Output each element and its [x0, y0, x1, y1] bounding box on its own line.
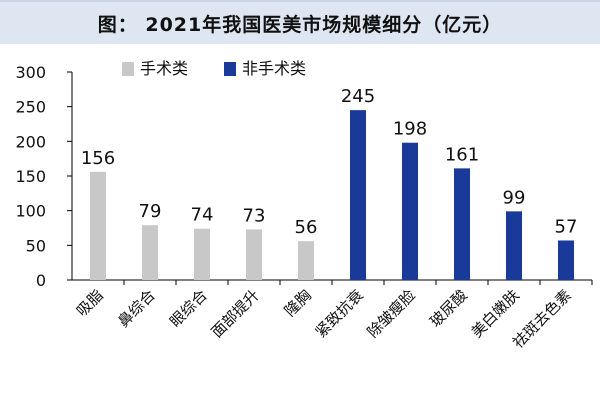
chart-area: 0 50 100 150 200 250 300 156 吸脂 79 鼻综合 74 眼综合 73 面部提升 5…	[0, 44, 600, 400]
legend-label-non-surgical: 非手术类	[242, 59, 306, 78]
legend-swatch-surgical	[122, 62, 134, 76]
y-tick-label: 150	[15, 167, 46, 186]
category-label: 吸脂	[73, 286, 107, 320]
category-label: 眼综合	[166, 286, 211, 331]
data-label: 56	[295, 217, 318, 238]
data-label: 99	[503, 187, 526, 208]
data-label: 74	[191, 205, 214, 226]
category-label: 面部提升	[208, 286, 263, 341]
data-label: 198	[393, 119, 427, 140]
bar-surgical	[90, 171, 106, 280]
data-label: 57	[555, 216, 578, 237]
legend-label-surgical: 手术类	[140, 59, 188, 78]
y-tick-label: 50	[26, 236, 46, 255]
bar-non-surgical	[558, 240, 574, 280]
bar-surgical	[142, 225, 158, 280]
bar-non-surgical	[506, 211, 522, 280]
y-tick-label: 100	[15, 202, 46, 221]
bar-non-surgical	[350, 110, 366, 280]
chart-title: 图： 2021年我国医美市场规模细分（亿元）	[0, 0, 600, 44]
bar-surgical	[298, 241, 314, 280]
data-label: 156	[81, 148, 115, 169]
bar-chart: 0 50 100 150 200 250 300 156 吸脂 79 鼻综合 74 眼综合 73 面部提升 5…	[15, 59, 593, 352]
bar-surgical	[194, 228, 210, 280]
y-tick-label: 300	[15, 63, 46, 82]
y-tick-label: 0	[36, 271, 46, 290]
data-label: 73	[243, 205, 266, 226]
category-label: 玻尿酸	[426, 286, 471, 331]
bar-non-surgical	[402, 142, 418, 280]
y-tick-label: 200	[15, 132, 46, 151]
category-label: 鼻综合	[114, 286, 159, 331]
data-label: 79	[139, 201, 162, 222]
category-label: 隆胸	[281, 286, 315, 320]
legend-swatch-non-surgical	[224, 62, 236, 76]
bar-non-surgical	[454, 168, 470, 280]
bar-surgical	[246, 229, 262, 280]
category-label: 除皱瘦脸	[364, 286, 419, 341]
y-tick-label: 250	[15, 98, 46, 117]
data-label: 161	[445, 144, 479, 165]
category-label: 紧致抗衰	[312, 286, 367, 341]
data-label: 245	[341, 86, 375, 107]
